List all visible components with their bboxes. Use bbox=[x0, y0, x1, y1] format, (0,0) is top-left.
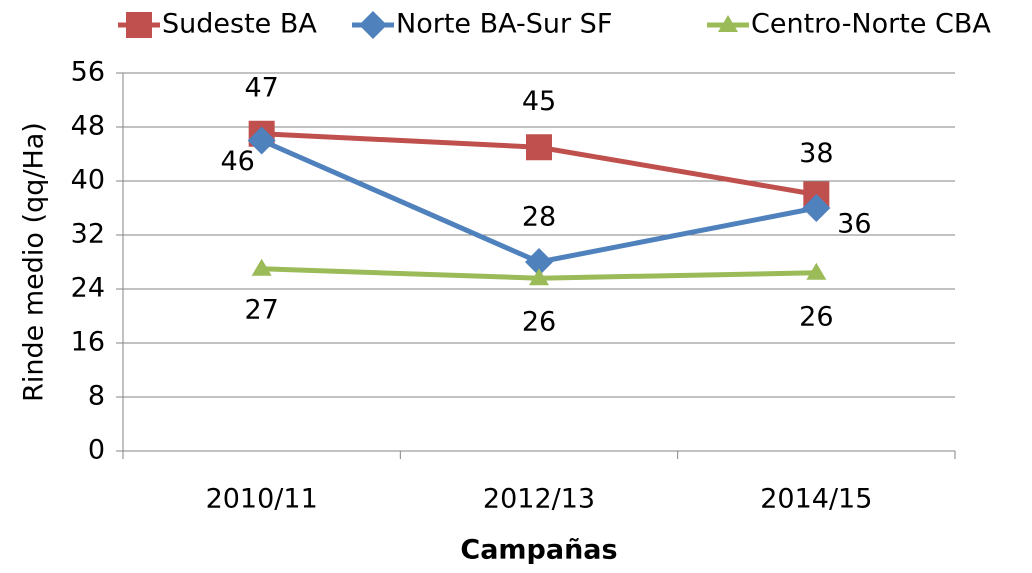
x-tick-label: 2010/11 bbox=[206, 484, 318, 515]
marker bbox=[802, 194, 831, 222]
y-tick-label: 8 bbox=[88, 381, 105, 412]
marker bbox=[247, 126, 276, 155]
legend-label: Centro-Norte CBA bbox=[751, 9, 991, 40]
data-label: 28 bbox=[522, 202, 556, 233]
data-label: 26 bbox=[799, 301, 833, 332]
marker bbox=[718, 15, 738, 32]
legend-label: Sudeste BA bbox=[162, 9, 317, 40]
data-label: 47 bbox=[244, 72, 278, 103]
marker bbox=[529, 268, 549, 286]
y-tick-label: 40 bbox=[71, 165, 105, 196]
y-axis-title: Rinde medio (qq/Ha) bbox=[19, 122, 50, 402]
legend-label: Norte BA-Sur SF bbox=[396, 9, 612, 40]
data-label: 27 bbox=[244, 294, 278, 325]
data-label: 36 bbox=[837, 209, 871, 240]
data-label: 38 bbox=[799, 138, 833, 169]
x-axis-title: Campañas bbox=[460, 535, 617, 566]
x-tick-label: 2014/15 bbox=[760, 484, 872, 515]
y-tick-label: 48 bbox=[71, 111, 105, 142]
data-label: 26 bbox=[522, 307, 556, 338]
marker bbox=[251, 258, 272, 276]
marker bbox=[525, 248, 553, 276]
marker bbox=[806, 262, 827, 280]
x-tick-label: 2012/13 bbox=[483, 484, 595, 515]
y-tick-label: 24 bbox=[71, 273, 105, 304]
marker bbox=[526, 134, 552, 161]
data-label: 46 bbox=[220, 146, 254, 177]
y-tick-label: 56 bbox=[71, 57, 105, 88]
y-tick-label: 16 bbox=[71, 327, 105, 358]
marker bbox=[126, 12, 152, 38]
marker bbox=[359, 11, 387, 39]
data-label: 45 bbox=[522, 86, 556, 117]
y-tick-label: 32 bbox=[71, 219, 105, 250]
y-tick-label: 0 bbox=[88, 435, 105, 466]
